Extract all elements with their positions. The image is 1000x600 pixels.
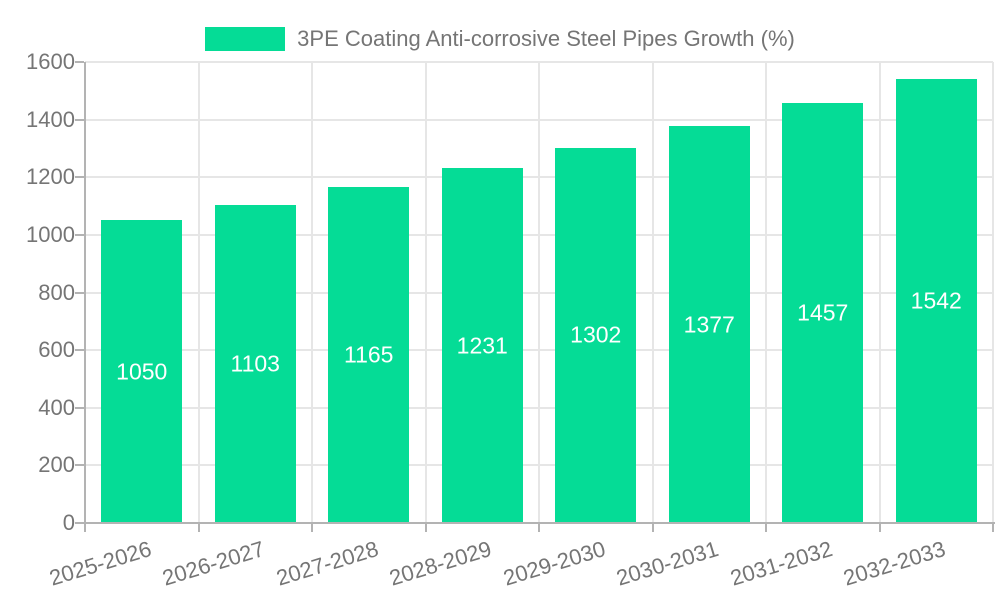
bar[interactable]: 1302 [555, 147, 637, 523]
y-axis-label: 1600 [26, 49, 75, 74]
bar[interactable]: 1103 [214, 205, 296, 523]
bar[interactable]: 1542 [895, 78, 977, 523]
x-axis-line [83, 522, 995, 524]
x-tick [84, 523, 86, 532]
bar[interactable]: 1457 [782, 103, 864, 523]
bar-value-label: 1165 [344, 341, 394, 368]
y-axis-label: 600 [38, 337, 75, 363]
x-tick [197, 523, 200, 532]
y-tick [75, 464, 84, 467]
y-tick [75, 349, 84, 352]
v-gridline [197, 62, 200, 523]
y-tick [75, 233, 84, 236]
bar-value-label: 1231 [456, 332, 508, 359]
y-axis-label: 1400 [26, 106, 75, 132]
bar[interactable]: 1377 [668, 126, 750, 523]
v-gridline [992, 62, 994, 523]
legend-swatch [205, 27, 286, 51]
y-tick [75, 118, 84, 121]
y-axis-label: 1000 [26, 221, 75, 247]
y-tick [75, 291, 84, 294]
y-axis-label: 0 [62, 510, 75, 535]
v-gridline [424, 62, 427, 523]
x-tick [992, 523, 994, 532]
chart-legend[interactable]: 3PE Coating Anti-corrosive Steel Pipes G… [0, 26, 1000, 52]
bar-value-label: 1377 [683, 311, 735, 338]
x-tick [765, 523, 767, 532]
bar[interactable]: 1165 [328, 187, 410, 523]
v-gridline [878, 62, 881, 523]
bar-value-label: 1457 [797, 299, 849, 326]
y-axis-label: 400 [38, 394, 75, 420]
y-tick [75, 522, 84, 524]
bar-value-label: 1050 [116, 358, 168, 385]
bar[interactable]: 1050 [101, 220, 183, 523]
y-axis-label: 1200 [26, 164, 75, 190]
plot-area: 0 200 400 600 800 1000 1200 1400 1600 1050 2025-20… [26, 50, 995, 591]
x-tick [424, 523, 427, 532]
x-tick [538, 523, 540, 532]
v-gridline [651, 62, 654, 523]
bar-value-label: 1542 [910, 287, 962, 314]
y-tick [75, 406, 84, 409]
v-gridline [311, 62, 313, 523]
v-gridline [765, 62, 767, 523]
y-axis-label: 800 [38, 279, 75, 305]
x-tick [311, 523, 313, 532]
x-tick [651, 523, 654, 532]
bar-value-label: 1103 [230, 350, 280, 377]
legend-label: 3PE Coating Anti-corrosive Steel Pipes G… [297, 26, 795, 51]
bar-value-label: 1302 [570, 321, 622, 348]
bar[interactable]: 1231 [441, 168, 523, 523]
x-tick [878, 523, 881, 532]
v-gridline [538, 62, 540, 523]
y-tick [75, 176, 84, 179]
y-axis-label: 200 [38, 452, 75, 478]
y-axis-line [84, 62, 86, 525]
y-tick [75, 61, 84, 63]
